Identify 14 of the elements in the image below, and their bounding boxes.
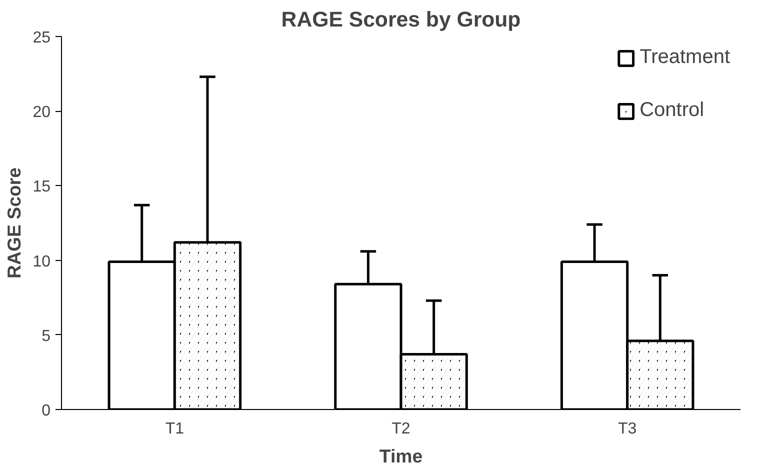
x-tick-label: T1 (165, 420, 184, 438)
y-tick-label: 0 (42, 402, 51, 420)
y-tick-label: 20 (32, 104, 51, 122)
y-tick-label: 10 (32, 253, 51, 270)
legend-label: Treatment (640, 46, 730, 69)
y-tick-label: 5 (42, 328, 51, 345)
x-axis-title: Time (379, 446, 423, 466)
y-axis-title: RAGE Score (4, 168, 25, 278)
y-tick-label: 15 (32, 178, 51, 196)
x-tick-label: T3 (618, 420, 637, 438)
legend-label: Control (640, 99, 704, 122)
chart-title: RAGE Scores by Group (281, 8, 521, 32)
y-tick-label: 25 (32, 30, 51, 46)
x-tick-label: T2 (392, 420, 410, 438)
